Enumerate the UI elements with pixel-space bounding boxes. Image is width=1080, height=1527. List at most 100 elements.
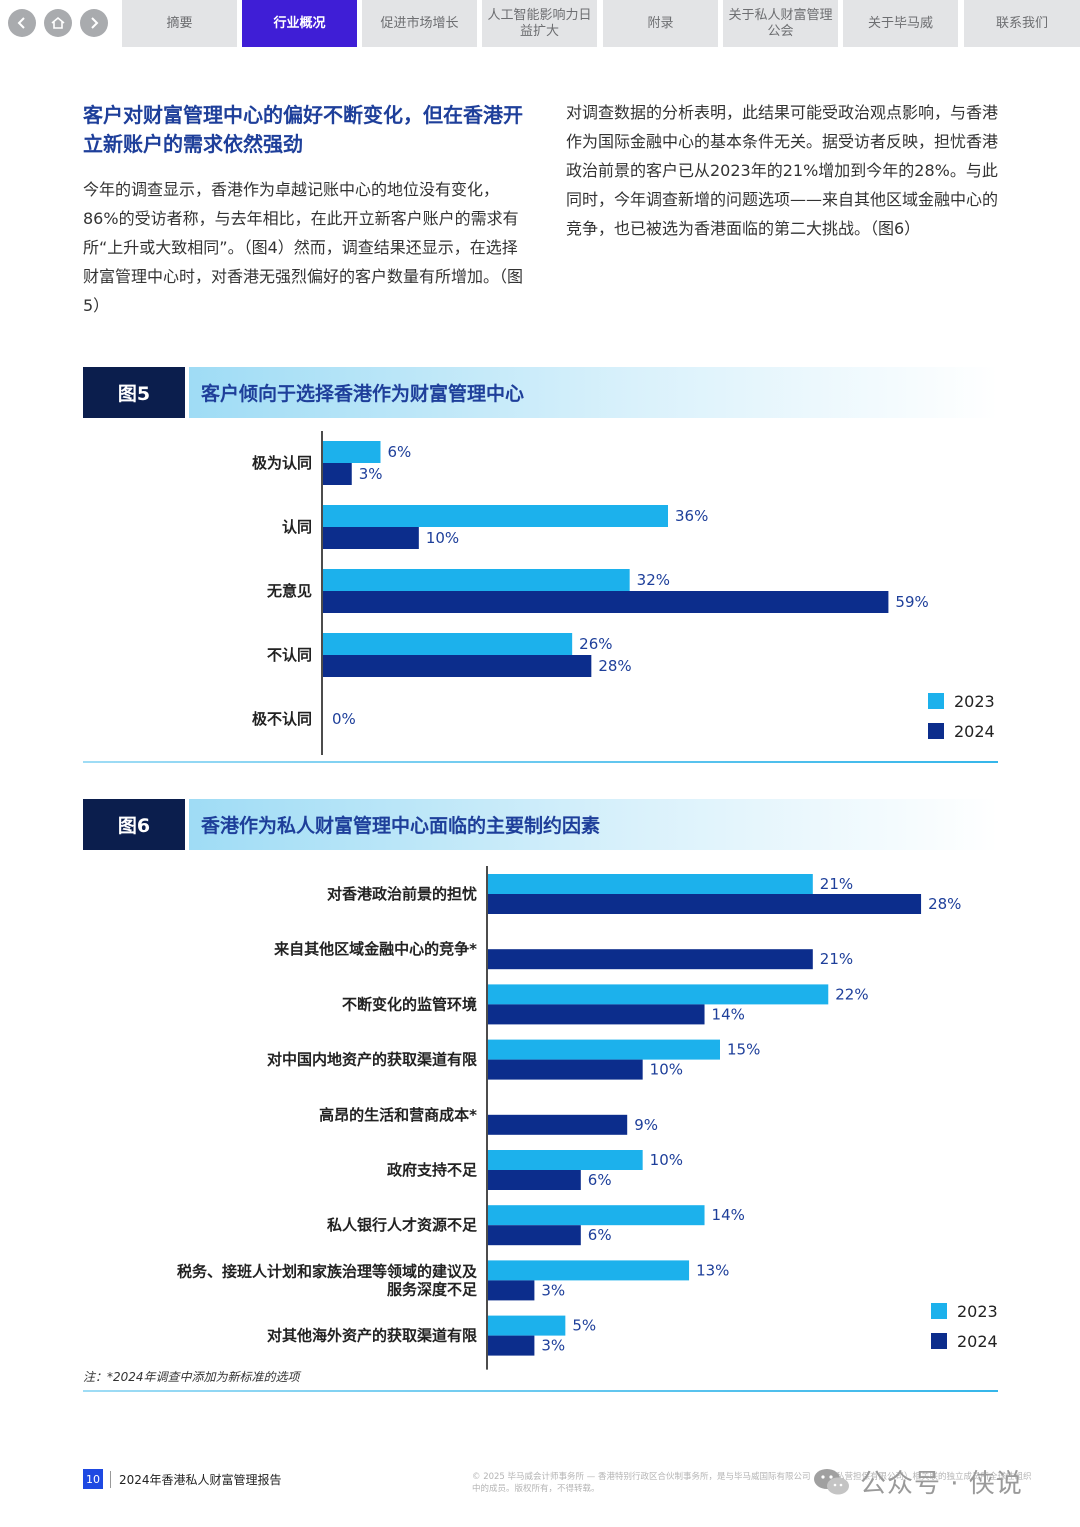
category-label: 极为认同 xyxy=(252,454,312,472)
bar-2023 xyxy=(488,874,813,894)
bar-2024 xyxy=(488,949,813,970)
bar-2024 xyxy=(323,655,592,677)
data-label-2024: 10% xyxy=(650,1061,683,1079)
top-navigation: 摘要 行业概况 促进市场增长 人工智能影响力日益扩大 附录 关于私人财富管理公会… xyxy=(0,0,1080,48)
legend-swatch-2023 xyxy=(931,1303,947,1319)
bar-2024 xyxy=(488,1114,628,1135)
legend-swatch-2023 xyxy=(928,693,944,709)
bar-2023 xyxy=(323,441,381,463)
data-label-2024: 3% xyxy=(541,1337,565,1355)
bar-2023 xyxy=(488,1150,643,1170)
figure5-title: 客户倾向于选择香港作为财富管理中心 xyxy=(189,367,998,418)
figure5-chart: 极为认同 6% 3% 认同 36% 10% 无意见 32% 59% 不认同 26% 28% 极不认同 0%… xyxy=(252,431,995,755)
category-label: 无意见 xyxy=(266,582,312,600)
bar-2023 xyxy=(488,1315,566,1336)
chevron-left-icon xyxy=(17,17,25,29)
legend-label-2024: 2024 xyxy=(954,722,995,741)
category-label: 对其他海外资产的获取渠道有限 xyxy=(267,1327,477,1345)
data-label-2024: 6% xyxy=(588,1171,612,1189)
category-label: 对中国内地资产的获取渠道有限 xyxy=(267,1051,477,1069)
watermark-text: 公众号 · 侠说 xyxy=(860,1469,1023,1499)
bar-2023 xyxy=(488,1260,690,1281)
legend-swatch-2024 xyxy=(931,1333,947,1349)
figure5-tag: 图5 xyxy=(83,367,185,418)
home-button[interactable] xyxy=(44,9,72,37)
data-label-2023: 10% xyxy=(650,1151,683,1169)
back-button[interactable] xyxy=(8,9,36,37)
data-label-2024: 0% xyxy=(332,710,356,728)
tab-market-growth[interactable]: 促进市场增长 xyxy=(362,0,477,47)
data-label-2023: 26% xyxy=(579,635,612,653)
watermark: 公众号 · 侠说 xyxy=(812,1463,1023,1500)
category-label: 高昂的生活和营商成本* xyxy=(319,1106,477,1124)
bar-2023 xyxy=(323,633,573,655)
figure6-header: 图6 香港作为私人财富管理中心面临的主要制约因素 xyxy=(83,799,998,850)
bar-2024 xyxy=(323,463,352,485)
bar-2024 xyxy=(488,1225,581,1246)
data-label-2024: 28% xyxy=(598,657,631,675)
data-label-2024: 14% xyxy=(712,1005,745,1023)
tab-contact-us[interactable]: 联系我们 xyxy=(964,0,1080,47)
bar-2023 xyxy=(488,1039,720,1060)
category-label: 极不认同 xyxy=(252,710,312,728)
wechat-icon xyxy=(814,1468,849,1494)
bar-2024 xyxy=(488,1170,581,1190)
data-label-2024: 21% xyxy=(820,950,853,968)
data-label-2023: 21% xyxy=(820,875,853,893)
figure5-header: 图5 客户倾向于选择香港作为财富管理中心 xyxy=(83,367,998,418)
category-label: 来自其他区域金融中心的竞争* xyxy=(273,940,477,958)
legend-label-2024: 2024 xyxy=(957,1332,998,1351)
data-label-2024: 9% xyxy=(634,1116,658,1134)
category-label: 不断变化的监管环境 xyxy=(342,995,477,1013)
data-label-2023: 13% xyxy=(696,1261,729,1279)
legend-label-2023: 2023 xyxy=(957,1302,998,1321)
data-label-2023: 32% xyxy=(637,571,670,589)
data-label-2023: 14% xyxy=(712,1206,745,1224)
data-label-2024: 3% xyxy=(541,1281,565,1299)
legend-swatch-2024 xyxy=(928,723,944,739)
data-label-2024: 6% xyxy=(588,1226,612,1244)
figure5-divider xyxy=(83,761,998,763)
bar-2024 xyxy=(488,1004,705,1025)
tab-industry-overview[interactable]: 行业概况 xyxy=(242,0,357,47)
figure6-title: 香港作为私人财富管理中心面临的主要制约因素 xyxy=(189,799,998,850)
bar-2023 xyxy=(488,984,829,1005)
data-label-2023: 5% xyxy=(572,1317,596,1335)
right-paragraph: 对调查数据的分析表明，此结果可能受政治观点影响，与香港作为国际金融中心的基本条件… xyxy=(566,103,999,238)
category-label: 不认同 xyxy=(267,646,312,664)
category-label: 税务、接班人计划和家族治理等领域的建议及服务深度不足 xyxy=(177,1262,478,1298)
tab-about-guild[interactable]: 关于私人财富管理公会 xyxy=(723,0,838,47)
tab-appendix[interactable]: 附录 xyxy=(603,0,718,47)
tab-about-kpmg[interactable]: 关于毕马威 xyxy=(843,0,958,47)
bar-2023 xyxy=(323,505,668,527)
category-label: 政府支持不足 xyxy=(387,1161,478,1179)
data-label-2024: 3% xyxy=(359,465,383,483)
copyright-text: © 2025 毕马威会计师事务所 — 香港特别行政区合伙制事务所，是与毕马威国际… xyxy=(472,1472,1032,1494)
bar-2024 xyxy=(488,894,922,914)
forward-button[interactable] xyxy=(80,9,108,37)
data-label-2023: 22% xyxy=(835,985,868,1003)
chevron-right-icon xyxy=(91,17,99,29)
section-heading: 客户对财富管理中心的偏好不断变化，但在香港开立新账户的需求依然强劲 xyxy=(83,103,523,156)
bar-2024 xyxy=(323,591,889,613)
page-number: 10 xyxy=(83,1469,103,1489)
category-label: 认同 xyxy=(282,518,312,536)
figure6-divider xyxy=(83,1390,998,1392)
data-label-2024: 28% xyxy=(928,895,961,913)
bar-2024 xyxy=(323,527,419,549)
figure6-chart: 对香港政治前景的担忧 21% 28% 来自其他区域金融中心的竞争* 21% 不断变化的监管… xyxy=(177,866,998,1370)
bar-2024 xyxy=(488,1280,535,1301)
bar-2023 xyxy=(488,1205,705,1226)
report-title: 2024年香港私人财富管理报告 xyxy=(110,1471,282,1488)
bar-2024 xyxy=(488,1059,643,1080)
left-paragraph: 今年的调查显示，香港作为卓越记账中心的地位没有变化，86%的受访者称，与去年相比… xyxy=(83,180,524,315)
category-label: 对香港政治前景的担忧 xyxy=(327,885,477,903)
tab-ai-influence[interactable]: 人工智能影响力日益扩大 xyxy=(482,0,597,47)
data-label-2023: 15% xyxy=(727,1041,760,1059)
category-label: 私人银行人才资源不足 xyxy=(326,1216,478,1234)
tab-summary[interactable]: 摘要 xyxy=(122,0,237,47)
figure6-note: 注：*2024年调查中添加为新标准的选项 xyxy=(83,1370,300,1384)
legend-label-2023: 2023 xyxy=(954,692,995,711)
data-label-2024: 10% xyxy=(426,529,459,547)
bar-2024 xyxy=(488,1335,535,1356)
